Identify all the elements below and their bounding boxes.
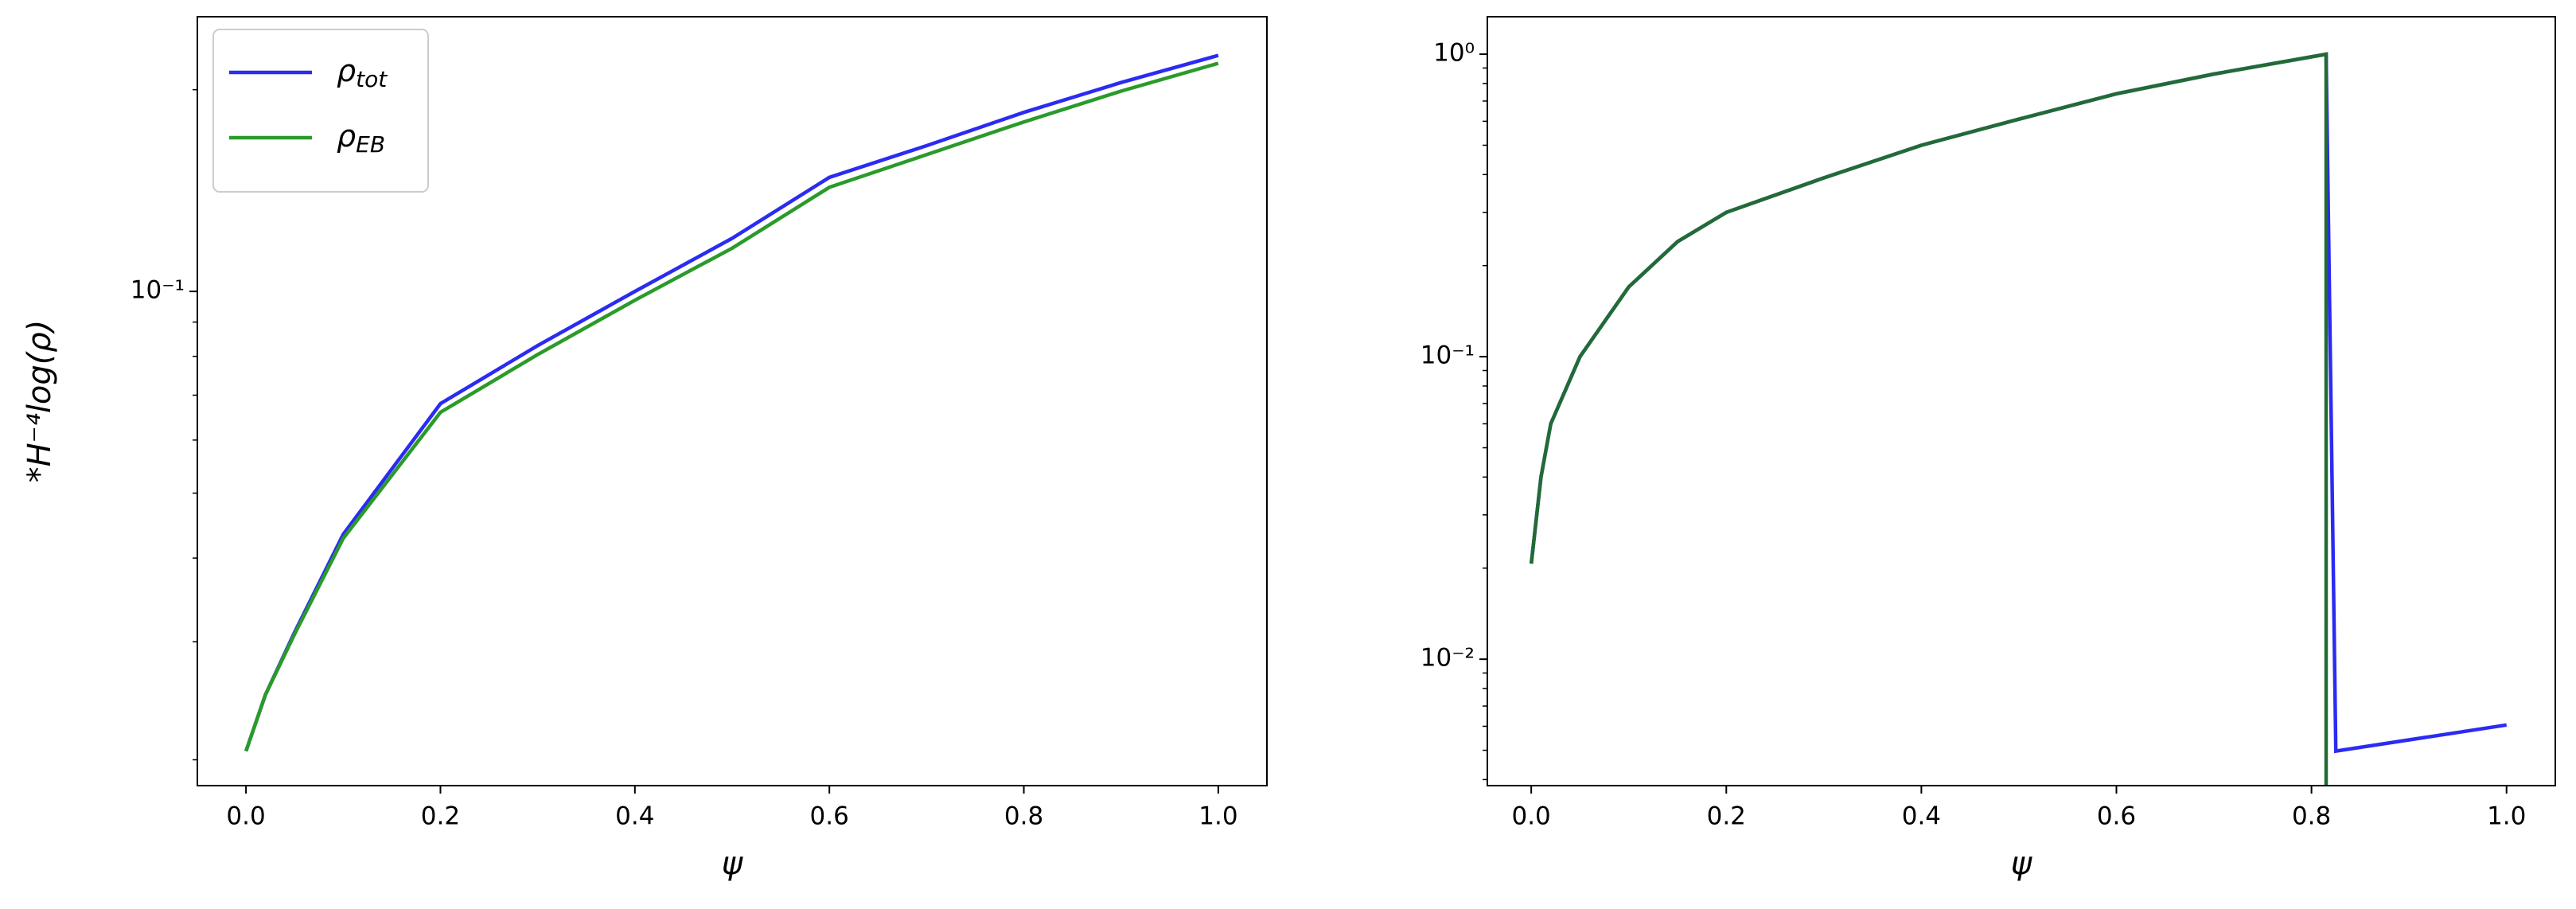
y-tick-label: 10⁻¹ — [131, 276, 185, 305]
legend-box — [212, 29, 429, 193]
x-tick-label: 0.8 — [1004, 802, 1043, 831]
x-tick-label: 0.8 — [2292, 802, 2331, 831]
x-tick-label: 0.4 — [615, 802, 654, 831]
data-line — [1529, 52, 2508, 754]
legend: ρtot ρEB — [212, 29, 429, 193]
x-tick-label: 0.0 — [1511, 802, 1550, 831]
y-axis-label: *H⁻⁴log(ρ) — [21, 320, 58, 483]
x-tick-label: 0.2 — [1707, 802, 1746, 831]
x-axis-label: ψ — [2011, 845, 2033, 882]
axes-frame — [1487, 16, 2556, 786]
data-line — [244, 61, 1219, 752]
y-tick-label: 10⁻² — [1421, 644, 1475, 673]
x-tick-label: 1.0 — [1198, 802, 1237, 831]
data-line — [1529, 52, 2329, 786]
x-axis-label: ψ — [722, 845, 744, 882]
x-tick-label: 0.6 — [810, 802, 849, 831]
x-tick-label: 0.4 — [1902, 802, 1941, 831]
x-tick-label: 0.0 — [226, 802, 265, 831]
x-tick-label: 0.2 — [421, 802, 460, 831]
axes-frame — [197, 16, 1268, 786]
legend-label: ρEB — [337, 119, 385, 158]
y-tick-label: 10⁻¹ — [1421, 341, 1475, 370]
x-tick-label: 0.6 — [2097, 802, 2136, 831]
y-tick-label: 10⁰ — [1433, 39, 1475, 68]
x-tick-label: 1.0 — [2487, 802, 2526, 831]
legend-label: ρtot — [337, 53, 388, 93]
